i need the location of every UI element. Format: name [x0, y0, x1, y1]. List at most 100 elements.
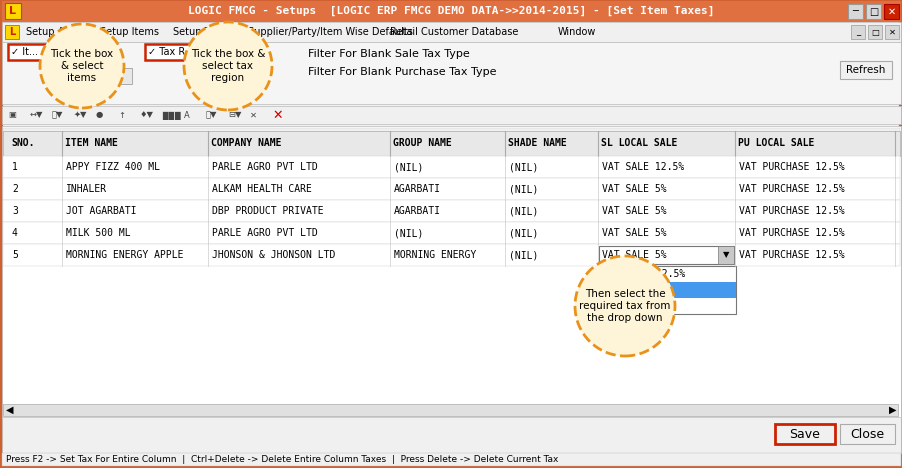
Text: ▣: ▣ [8, 110, 16, 119]
Text: AGARBATI: AGARBATI [393, 206, 440, 216]
FancyBboxPatch shape [867, 25, 881, 39]
Text: ITEM NAME: ITEM NAME [65, 139, 118, 148]
Text: (NIL): (NIL) [509, 250, 538, 260]
Text: DBP PRODUCT PRIVATE: DBP PRODUCT PRIVATE [212, 206, 323, 216]
FancyBboxPatch shape [865, 4, 880, 19]
Text: SNO.: SNO. [11, 139, 34, 148]
Text: VAT SALE 5%: VAT SALE 5% [602, 250, 666, 260]
Text: ⬜▼: ⬜▼ [206, 110, 217, 119]
Text: (NIL): (NIL) [509, 206, 538, 216]
FancyBboxPatch shape [847, 4, 862, 19]
Text: Save: Save [788, 427, 820, 440]
Text: ▶: ▶ [888, 405, 896, 415]
Text: 4: 4 [12, 228, 18, 238]
FancyBboxPatch shape [850, 25, 864, 39]
FancyBboxPatch shape [3, 156, 899, 178]
Text: VAT PURCHASE 12.5%: VAT PURCHASE 12.5% [738, 162, 843, 172]
FancyBboxPatch shape [2, 22, 900, 42]
Text: L: L [9, 27, 15, 37]
Text: Filter For Blank Sale Tax Type: Filter For Blank Sale Tax Type [308, 49, 469, 59]
Text: 3: 3 [12, 206, 18, 216]
Text: Setup Items: Setup Items [100, 27, 159, 37]
Text: Filter For Blank Purchase Tax Type: Filter For Blank Purchase Tax Type [308, 67, 496, 77]
Text: A: A [184, 110, 189, 119]
FancyBboxPatch shape [884, 25, 898, 39]
FancyBboxPatch shape [3, 128, 899, 134]
Text: Refresh: Refresh [845, 65, 885, 75]
Text: Then select the
required tax from
the drop down: Then select the required tax from the dr… [579, 289, 670, 322]
Text: VAT PURCHASE 12.5%: VAT PURCHASE 12.5% [738, 184, 843, 194]
Text: ▼: ▼ [722, 250, 729, 259]
FancyBboxPatch shape [598, 246, 733, 264]
Text: APPY FIZZ 400 ML: APPY FIZZ 400 ML [66, 162, 160, 172]
Text: ⊟▼: ⊟▼ [227, 110, 241, 119]
FancyBboxPatch shape [3, 222, 899, 244]
Text: ◀: ◀ [6, 405, 14, 415]
Text: _: _ [855, 28, 860, 37]
Text: VAT SALE 12.5%: VAT SALE 12.5% [602, 162, 684, 172]
Text: Window: Window [557, 27, 595, 37]
Text: ✓ It...: ✓ It... [11, 47, 38, 57]
Text: AGARBATI: AGARBATI [393, 184, 440, 194]
Circle shape [40, 24, 124, 108]
Text: (NIL): (NIL) [509, 162, 538, 172]
FancyBboxPatch shape [774, 424, 834, 444]
FancyBboxPatch shape [3, 178, 899, 200]
Text: VAT SALE TF: VAT SALE TF [603, 301, 667, 311]
FancyBboxPatch shape [717, 246, 733, 264]
Text: ALKAM HEALTH CARE: ALKAM HEALTH CARE [212, 184, 311, 194]
Text: Press F2 -> Set Tax For Entire Column  |  Ctrl+Delete -> Delete Entire Column Ta: Press F2 -> Set Tax For Entire Column | … [6, 455, 557, 464]
FancyBboxPatch shape [3, 404, 897, 416]
Text: Tick the box &
select tax
region: Tick the box & select tax region [190, 50, 265, 82]
FancyBboxPatch shape [2, 1, 900, 22]
FancyBboxPatch shape [598, 282, 735, 298]
Text: ⬜▼: ⬜▼ [52, 110, 63, 119]
Text: MILK 500 ML: MILK 500 ML [66, 228, 131, 238]
Text: SHADE NAME: SHADE NAME [508, 139, 566, 148]
Text: PARLE AGRO PVT LTD: PARLE AGRO PVT LTD [212, 162, 318, 172]
Text: PU LOCAL SALE: PU LOCAL SALE [737, 139, 814, 148]
FancyBboxPatch shape [2, 126, 900, 418]
FancyBboxPatch shape [8, 44, 53, 60]
Text: (NIL): (NIL) [509, 228, 538, 238]
Text: VAT SALE 5%: VAT SALE 5% [603, 285, 667, 295]
Text: LOGIC FMCG - Setups  [LOGIC ERP FMCG DEMO DATA->>2014-2015] - [Set Item Taxes]: LOGIC FMCG - Setups [LOGIC ERP FMCG DEMO… [188, 6, 713, 16]
FancyBboxPatch shape [3, 244, 899, 266]
Text: GROUP NAME: GROUP NAME [392, 139, 451, 148]
FancyBboxPatch shape [839, 61, 891, 79]
FancyBboxPatch shape [3, 200, 899, 222]
Text: Retail Customer Database: Retail Customer Database [390, 27, 518, 37]
Text: Setup Accounts: Setup Accounts [26, 27, 102, 37]
FancyBboxPatch shape [2, 42, 900, 104]
Text: 5: 5 [12, 250, 18, 260]
Text: ▉▉▉: ▉▉▉ [161, 110, 181, 119]
Text: ✦▼: ✦▼ [74, 110, 87, 119]
Text: (NIL): (NIL) [393, 162, 423, 172]
FancyBboxPatch shape [598, 266, 735, 314]
Text: ✕: ✕ [888, 28, 895, 37]
FancyBboxPatch shape [883, 4, 898, 19]
Text: □: □ [868, 7, 877, 16]
FancyBboxPatch shape [2, 417, 900, 453]
FancyBboxPatch shape [2, 453, 900, 466]
FancyBboxPatch shape [5, 3, 21, 19]
Text: ↔▼: ↔▼ [30, 110, 43, 119]
Text: INHALER: INHALER [66, 184, 107, 194]
Text: VAT PURCHASE 12.5%: VAT PURCHASE 12.5% [738, 206, 843, 216]
Text: Tick the box
& select
items: Tick the box & select items [51, 50, 114, 82]
Text: VAT SALE 12.5%: VAT SALE 12.5% [603, 269, 685, 279]
Text: VAT SALE 5%: VAT SALE 5% [602, 206, 666, 216]
FancyBboxPatch shape [145, 44, 197, 60]
Text: 1: 1 [12, 162, 18, 172]
Text: MORNING ENERGY: MORNING ENERGY [393, 250, 475, 260]
Text: (NIL): (NIL) [509, 184, 538, 194]
Text: (NIL): (NIL) [393, 228, 423, 238]
Text: VAT PURCHASE 12.5%: VAT PURCHASE 12.5% [738, 250, 843, 260]
FancyBboxPatch shape [2, 106, 900, 124]
Text: ─: ─ [851, 7, 858, 16]
Text: Setup Taxes: Setup Taxes [173, 27, 231, 37]
FancyBboxPatch shape [5, 25, 19, 39]
FancyBboxPatch shape [839, 424, 894, 444]
FancyBboxPatch shape [90, 68, 132, 84]
Text: JOT AGARBATI: JOT AGARBATI [66, 206, 136, 216]
